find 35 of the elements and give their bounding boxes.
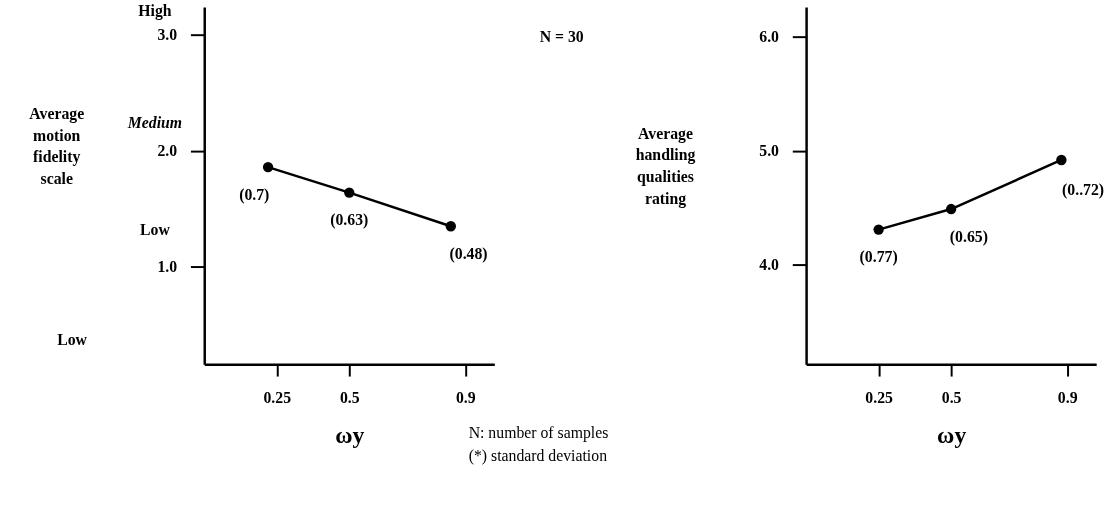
y-axis-title: Average motion fidelity scale [29,105,85,188]
point [344,187,355,198]
y-tick-label: 5.0 [759,142,780,160]
point [1056,154,1067,166]
text: (*) standard deviation [468,446,608,465]
point [262,161,274,173]
annotation: (0.48) [449,244,488,263]
text: N = 30 [539,27,584,45]
y-tick-label: 6.0 [759,28,780,46]
point [945,203,957,215]
x-tick-label: 0.5 [941,389,962,407]
y-axis-title: Average handling qualities rating [635,124,696,208]
text: N: number of samples [468,424,609,443]
annotation: (0.63) [330,211,369,230]
text: Low [140,220,171,238]
y-tick-label: 2.0 [157,142,178,160]
annotation: (0.65) [949,227,988,246]
x-axis-title: ωy [937,421,967,448]
annotation: (0.7) [239,185,270,204]
text: Low [57,331,88,349]
x-tick-label: 0.9 [455,389,476,407]
y-tick-label: 3.0 [157,26,178,44]
text: Medium [126,114,183,132]
x-tick-label: 0.25 [865,389,894,407]
annotation: (0.77) [859,248,898,267]
x-tick-label: 0.9 [1057,389,1078,407]
y-tick-label: 1.0 [157,258,178,276]
text: High [138,1,172,20]
x-axis-title: ωy [335,421,365,448]
point [445,221,456,232]
x-tick-label: 0.5 [339,389,360,407]
x-tick-label: 0.25 [263,389,292,407]
annotation: (0..72) [1062,180,1105,199]
y-tick-label: 4.0 [759,256,780,274]
point [873,224,884,235]
